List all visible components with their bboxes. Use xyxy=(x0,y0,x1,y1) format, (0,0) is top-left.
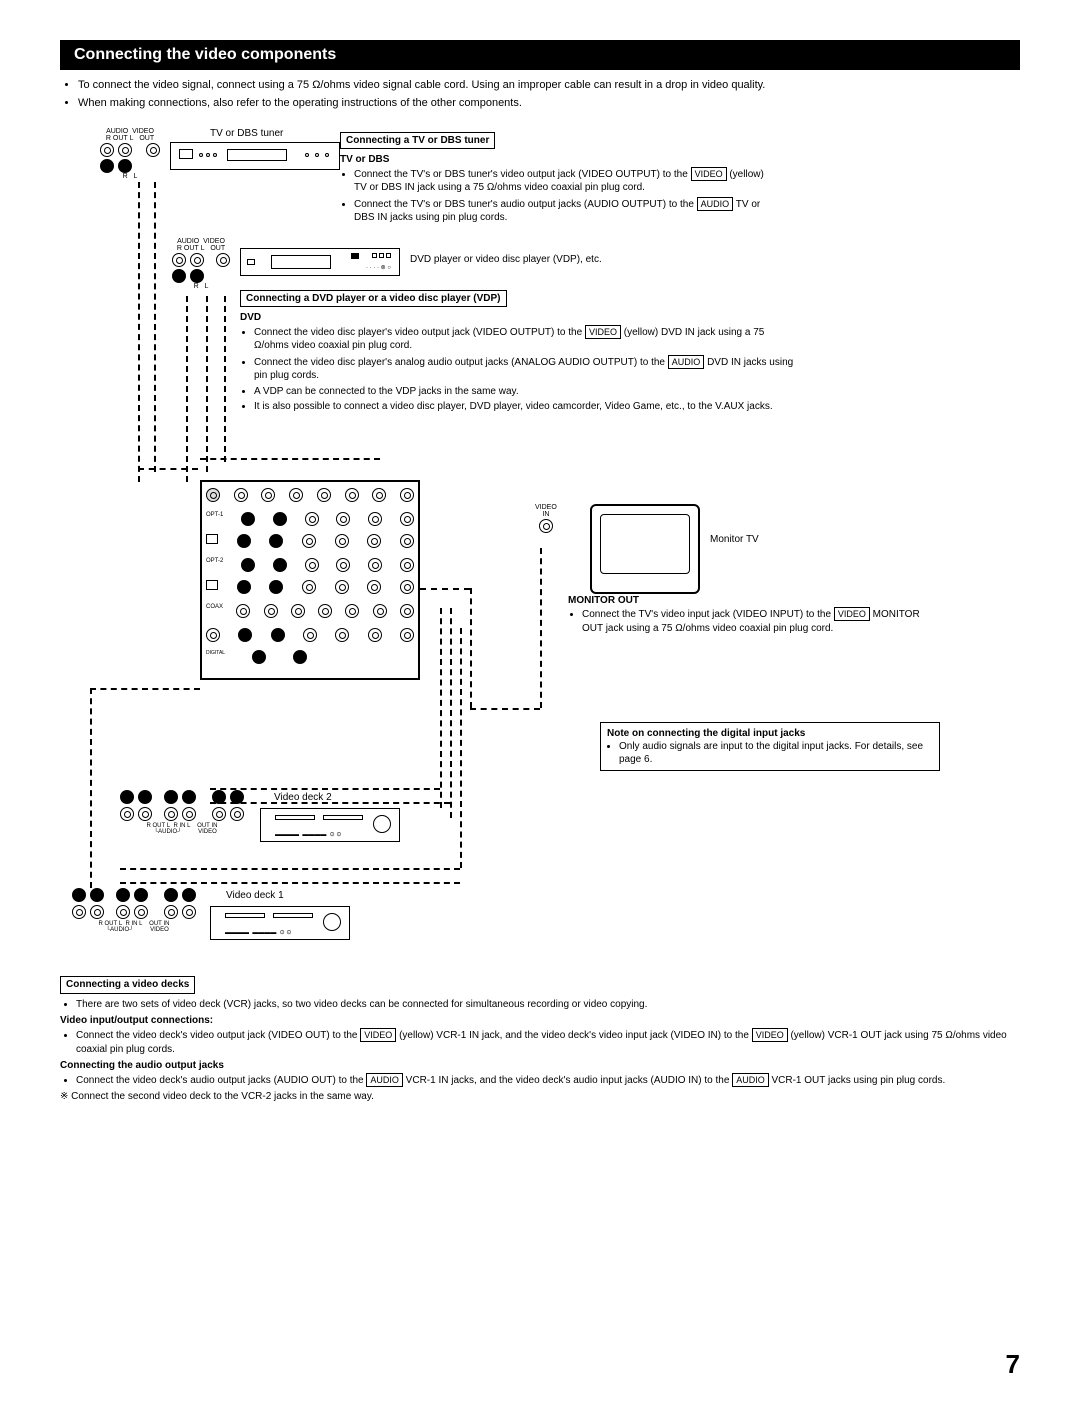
decks-b2: Connect the video deck's audio output ja… xyxy=(76,1073,1020,1088)
cable xyxy=(420,588,470,590)
diagram-area: TV or DBS tuner AUDIO VIDEO R OUT L OUT … xyxy=(60,128,1020,968)
note-title: Note on connecting the digital input jac… xyxy=(607,728,805,739)
cable xyxy=(206,296,208,472)
cable xyxy=(460,628,462,868)
cable xyxy=(120,868,460,870)
cable xyxy=(224,296,226,462)
device-tuner xyxy=(170,142,340,170)
cable xyxy=(440,608,442,808)
section-header: Connecting the video components xyxy=(60,40,1020,70)
cable xyxy=(470,588,472,708)
cable xyxy=(90,688,200,690)
cable xyxy=(120,882,460,884)
dvd-jacks: AUDIO VIDEO R OUT L OUT R L xyxy=(172,238,230,291)
decks-intro: There are two sets of video deck (VCR) j… xyxy=(76,998,1020,1012)
cable xyxy=(470,708,540,710)
label-dvd: DVD player or video disc player (VDP), e… xyxy=(410,254,602,265)
device-dvd: · · · · ⊚ ○ xyxy=(240,248,400,276)
label-monitor: Monitor TV xyxy=(710,534,759,545)
receiver-jacks: OPT-1 OPT-2 COAX DIGITAL xyxy=(200,480,420,680)
box-dvd: Connecting a DVD player or a video disc … xyxy=(240,290,507,308)
tuner-jacks: AUDIO VIDEO R OUT L OUT R L xyxy=(100,128,160,181)
cable xyxy=(90,688,92,888)
cable xyxy=(210,788,440,790)
monitor-text: MONITOR OUT Connect the TV's video input… xyxy=(568,594,928,638)
intro-bullets: To connect the video signal, connect usi… xyxy=(60,78,1020,112)
device-deck1: ▬▬▬▬ ▬▬▬▬ ⊙ ⊙ xyxy=(210,906,350,940)
decks-b1: Connect the video deck's video output ja… xyxy=(76,1028,1020,1057)
cable xyxy=(200,458,380,460)
cable xyxy=(138,468,198,470)
cable xyxy=(540,548,542,708)
deck1-jacks: R OUT L R IN L OUT IN └AUDIO┘ VIDEO xyxy=(72,888,196,934)
monitor-tv xyxy=(590,504,700,594)
label-deck1: Video deck 1 xyxy=(226,890,284,901)
monitor-jack: VIDEO IN xyxy=(535,504,557,536)
box-tvdbs: Connecting a TV or DBS tuner xyxy=(340,132,495,150)
label-tv-tuner: TV or DBS tuner xyxy=(210,128,283,139)
decks-h2: Connecting the audio output jacks xyxy=(60,1060,224,1071)
box-decks: Connecting a video decks xyxy=(60,976,195,994)
dvd-text: Connecting a DVD player or a video disc … xyxy=(240,290,800,416)
label-deck2: Video deck 2 xyxy=(274,792,332,803)
page-number: 7 xyxy=(1006,1349,1020,1380)
decks-b3: ※ Connect the second video deck to the V… xyxy=(60,1090,1020,1104)
note-body: Only audio signals are input to the digi… xyxy=(619,740,933,766)
cable xyxy=(450,608,452,818)
tvdbs-text: Connecting a TV or DBS tuner TV or DBS C… xyxy=(340,132,770,227)
decks-h1: Video input/output connections: xyxy=(60,1015,213,1026)
cable xyxy=(186,296,188,482)
deck2-jacks: R OUT L R IN L OUT IN └AUDIO┘ VIDEO xyxy=(120,790,244,836)
cable xyxy=(154,182,156,472)
decks-text: Connecting a video decks There are two s… xyxy=(60,976,1020,1104)
note-box: Note on connecting the digital input jac… xyxy=(600,722,940,771)
cable xyxy=(138,182,140,482)
intro-b1: To connect the video signal, connect usi… xyxy=(78,78,1020,93)
intro-b2: When making connections, also refer to t… xyxy=(78,96,1020,111)
device-deck2: ▬▬▬▬ ▬▬▬▬ ⊙ ⊙ xyxy=(260,808,400,842)
